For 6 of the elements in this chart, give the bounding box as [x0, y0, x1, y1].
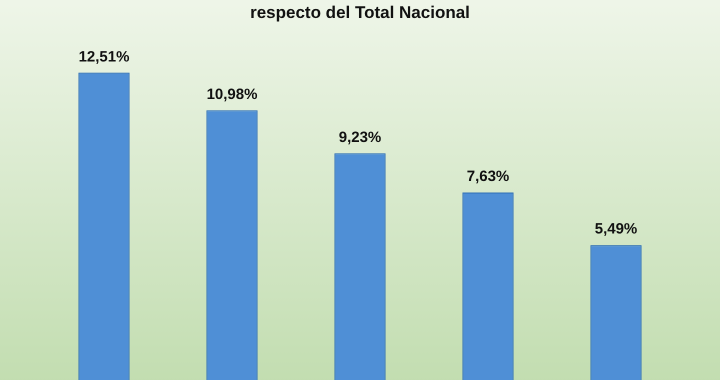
data-label: 10,98% — [206, 86, 258, 103]
data-label: 7,63% — [466, 168, 510, 186]
data-label: 9,23% — [338, 128, 382, 146]
chart-title: respecto del Total Nacional — [249, 2, 471, 24]
data-label: 12,51% — [78, 48, 130, 66]
data-label: 5,49% — [594, 220, 638, 238]
